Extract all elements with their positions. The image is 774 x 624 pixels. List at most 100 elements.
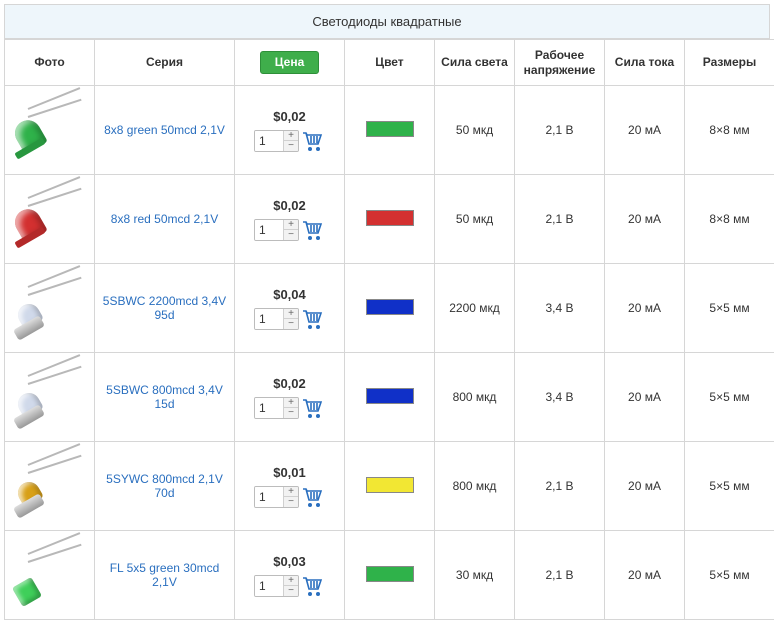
header-luminous: Сила света [435, 40, 515, 86]
series-link[interactable]: 5SYWC 800mcd 2,1V 70d [106, 472, 223, 500]
color-swatch [366, 477, 414, 493]
cell-luminous: 800 мкд [435, 442, 515, 531]
cell-photo [5, 531, 95, 620]
cell-luminous: 50 мкд [435, 175, 515, 264]
header-photo: Фото [5, 40, 95, 86]
table-row: 8x8 green 50mcd 2,1V$0,02+−50 мкд2,1 В20… [5, 86, 774, 175]
cell-photo [5, 86, 95, 175]
price-value: $0,04 [239, 287, 340, 302]
series-link[interactable]: 5SBWC 2200mcd 3,4V 95d [103, 294, 226, 322]
series-link[interactable]: 8x8 red 50mcd 2,1V [111, 212, 218, 226]
cell-series: 8x8 red 50mcd 2,1V [95, 175, 235, 264]
cell-price: $0,02 +− [235, 86, 345, 175]
cell-current: 20 мА [605, 86, 685, 175]
cell-price: $0,02+− [235, 353, 345, 442]
product-photo [10, 179, 90, 259]
cell-color [345, 353, 435, 442]
cell-voltage: 2,1 В [515, 175, 605, 264]
quantity-decrease-button[interactable]: − [284, 230, 298, 240]
cell-size: 8×8 мм [685, 86, 774, 175]
add-to-cart-button[interactable] [301, 130, 325, 152]
quantity-decrease-button[interactable]: − [284, 497, 298, 507]
cell-luminous: 800 мкд [435, 353, 515, 442]
cell-voltage: 2,1 В [515, 442, 605, 531]
price-value: $0,03 [239, 554, 340, 569]
quantity-increase-button[interactable]: + [284, 576, 298, 586]
cell-price: $0,04 +− [235, 264, 345, 353]
header-price[interactable]: Цена [235, 40, 345, 86]
add-to-cart-button[interactable] [301, 575, 325, 597]
cell-current: 20 мА [605, 531, 685, 620]
series-link[interactable]: 5SBWC 800mcd 3,4V 15d [106, 383, 223, 411]
cell-size: 5×5 мм [685, 264, 774, 353]
quantity-stepper[interactable]: +− [254, 130, 299, 152]
quantity-stepper[interactable]: +− [254, 308, 299, 330]
cell-series: 5SBWC 2200mcd 3,4V 95d [95, 264, 235, 353]
cell-photo [5, 264, 95, 353]
cell-photo [5, 175, 95, 264]
cell-voltage: 2,1 В [515, 86, 605, 175]
cell-price: $0,02 +− [235, 175, 345, 264]
quantity-stepper[interactable]: +− [254, 486, 299, 508]
cell-current: 20 мА [605, 442, 685, 531]
cell-luminous: 2200 мкд [435, 264, 515, 353]
page-title: Светодиоды квадратные [4, 4, 770, 39]
table-row: 8x8 red 50mcd 2,1V $0,02 +− 50 мкд2,1 В20 м… [5, 175, 774, 264]
cell-current: 20 мА [605, 353, 685, 442]
product-photo [10, 446, 90, 526]
cell-photo [5, 442, 95, 531]
cell-size: 5×5 мм [685, 353, 774, 442]
product-photo [10, 535, 90, 615]
cell-size: 5×5 мм [685, 442, 774, 531]
table-row: 5SYWC 800mcd 2,1V 70d $0,01 +− 800 мкд2,1 В… [5, 442, 774, 531]
price-sort-chip[interactable]: Цена [260, 51, 320, 73]
quantity-decrease-button[interactable]: − [284, 141, 298, 151]
color-swatch [366, 210, 414, 226]
color-swatch [366, 299, 414, 315]
table-header-row: Фото Серия Цена Цвет Сила света Рабочее … [5, 40, 774, 86]
series-link[interactable]: 8x8 green 50mcd 2,1V [104, 123, 225, 137]
product-table: Фото Серия Цена Цвет Сила света Рабочее … [4, 39, 774, 620]
cell-price: $0,01 +− [235, 442, 345, 531]
header-current: Сила тока [605, 40, 685, 86]
header-color: Цвет [345, 40, 435, 86]
add-to-cart-button[interactable] [301, 308, 325, 330]
product-photo [10, 357, 90, 437]
cell-color [345, 442, 435, 531]
add-to-cart-button[interactable] [301, 397, 325, 419]
cell-color [345, 531, 435, 620]
price-value: $0,02 [239, 198, 340, 213]
quantity-stepper[interactable]: +− [254, 219, 299, 241]
add-to-cart-button[interactable] [301, 486, 325, 508]
cell-current: 20 мА [605, 264, 685, 353]
quantity-decrease-button[interactable]: − [284, 319, 298, 329]
add-to-cart-button[interactable] [301, 219, 325, 241]
quantity-input[interactable] [255, 398, 283, 418]
series-link[interactable]: FL 5x5 green 30mcd 2,1V [110, 561, 220, 589]
quantity-input[interactable] [255, 220, 283, 240]
quantity-decrease-button[interactable]: − [284, 586, 298, 596]
quantity-input[interactable] [255, 309, 283, 329]
color-swatch [366, 566, 414, 582]
price-value: $0,01 [239, 465, 340, 480]
header-series: Серия [95, 40, 235, 86]
quantity-stepper[interactable]: +− [254, 397, 299, 419]
cell-current: 20 мА [605, 175, 685, 264]
quantity-stepper[interactable]: +− [254, 575, 299, 597]
cell-color [345, 86, 435, 175]
cell-price: $0,03 +− [235, 531, 345, 620]
header-voltage: Рабочее напряжение [515, 40, 605, 86]
cell-color [345, 175, 435, 264]
cell-luminous: 30 мкд [435, 531, 515, 620]
cell-series: 5SBWC 800mcd 3,4V 15d [95, 353, 235, 442]
cell-voltage: 3,4 В [515, 264, 605, 353]
quantity-input[interactable] [255, 487, 283, 507]
header-size: Размеры [685, 40, 774, 86]
price-value: $0,02 [239, 109, 340, 124]
table-row: FL 5x5 green 30mcd 2,1V$0,03+−30 мкд2,1 … [5, 531, 774, 620]
product-photo [10, 90, 90, 170]
quantity-input[interactable] [255, 131, 283, 151]
cell-photo [5, 353, 95, 442]
quantity-decrease-button[interactable]: − [284, 408, 298, 418]
quantity-input[interactable] [255, 576, 283, 596]
